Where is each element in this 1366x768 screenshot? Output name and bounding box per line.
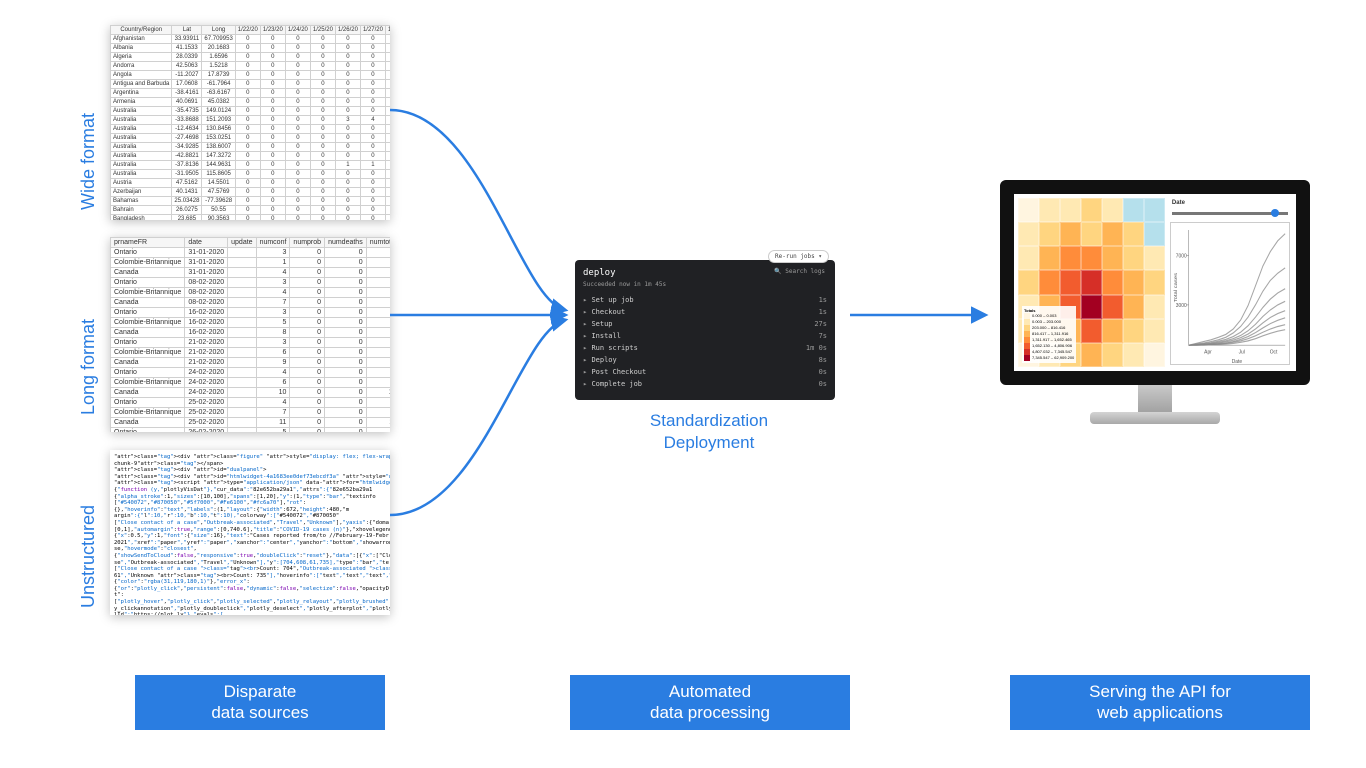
unstructured-card: "attr">class="tag"><div "attr">class="fi…	[110, 450, 390, 615]
date-slider[interactable]	[1172, 208, 1288, 218]
terminal-subtitle: Succeeded now in 1m 45s	[583, 281, 827, 288]
map-panel: Totals 0.000 – 0.0030.003 – 203.000203.0…	[1018, 198, 1165, 367]
svg-text:Oct: Oct	[1270, 349, 1278, 356]
output-monitor: Totals 0.000 – 0.0030.003 – 203.000203.0…	[1000, 180, 1310, 440]
svg-text:Jul: Jul	[1239, 349, 1245, 356]
label-wide-format: Wide format	[78, 113, 99, 210]
svg-text:Apr: Apr	[1204, 349, 1212, 356]
tag-automated-processing: Automated data processing	[570, 675, 850, 730]
pipeline-terminal: Re-run jobs ▾ 🔍 Search logs deploy Succe…	[575, 260, 835, 400]
code-panel: "attr">class="tag"><div "attr">class="fi…	[110, 450, 390, 615]
svg-text:7000: 7000	[1176, 253, 1187, 260]
caption-standardization: Standardization	[604, 410, 814, 432]
svg-text:Total cases: Total cases	[1173, 273, 1178, 303]
search-logs[interactable]: 🔍 Search logs	[774, 268, 825, 275]
tag-disparate-sources: Disparate data sources	[135, 675, 385, 730]
rerun-jobs-button[interactable]: Re-run jobs ▾	[768, 250, 829, 263]
map-legend: Totals 0.000 – 0.0030.003 – 203.000203.0…	[1022, 306, 1076, 363]
slider-label: Date	[1168, 198, 1292, 206]
tag-serving-api: Serving the API for web applications	[1010, 675, 1310, 730]
chart-panel: Date 3000 7000 Apr Jul Oct Total cases Date	[1168, 198, 1292, 367]
svg-text:Date: Date	[1232, 358, 1242, 364]
line-chart: 3000 7000 Apr Jul Oct Total cases Date	[1170, 222, 1290, 365]
wide-table: Country/RegionLatLong1/22/201/23/201/24/…	[110, 25, 390, 220]
long-table: prnameFRdateupdatenumconfnumprobnumdeath…	[110, 237, 390, 432]
svg-text:3000: 3000	[1176, 303, 1187, 310]
label-unstructured: Unstructured	[78, 505, 99, 608]
caption-deployment: Deployment	[604, 432, 814, 454]
label-long-format: Long format	[78, 319, 99, 415]
middle-caption: Standardization Deployment	[604, 410, 814, 454]
wide-format-card: Country/RegionLatLong1/22/201/23/201/24/…	[110, 25, 390, 220]
long-format-card: prnameFRdateupdatenumconfnumprobnumdeath…	[110, 237, 390, 432]
